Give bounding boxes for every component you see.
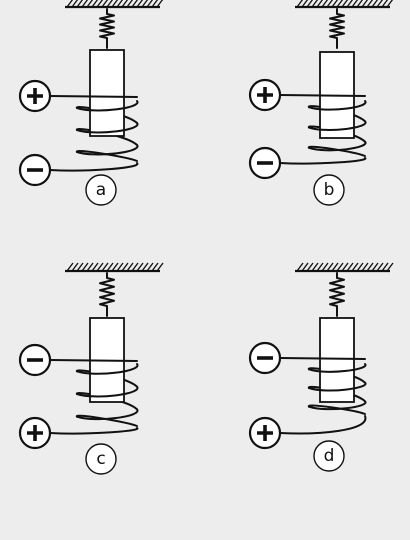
- panel-label-text: a: [96, 180, 106, 200]
- label-circle: [313, 174, 345, 206]
- top-lead-wire: [279, 357, 366, 360]
- label-circle: [313, 440, 345, 472]
- coil-turn-back: [75, 150, 138, 162]
- ceiling-hatch: [296, 262, 394, 272]
- plus-icon: [27, 88, 43, 104]
- label-circle: [85, 443, 117, 475]
- terminal-bottom: [248, 146, 282, 180]
- coil-turn-front: [308, 120, 367, 131]
- coil-turn-back: [75, 414, 138, 427]
- terminal-bottom: [248, 416, 282, 450]
- plus-icon: [257, 87, 273, 103]
- panel-b: b: [248, 0, 394, 206]
- coil-turn-front: [308, 381, 367, 392]
- ceiling-hatch: [66, 0, 164, 8]
- ceiling-hatch: [296, 0, 394, 8]
- coil-turn-front: [76, 363, 139, 375]
- panel-label-text: c: [96, 449, 105, 469]
- coil-turn-front: [76, 408, 139, 421]
- ceiling-hatch: [66, 262, 164, 272]
- terminal-top: [18, 343, 52, 377]
- plus-icon: [257, 425, 273, 441]
- bottom-lead-wire: [279, 157, 367, 165]
- coil-turn-front: [76, 144, 139, 156]
- top-lead-wire: [49, 95, 138, 98]
- terminal-bottom: [18, 153, 52, 187]
- top-lead-wire: [279, 94, 366, 97]
- panel-label: a: [85, 174, 117, 206]
- bottom-lead-wire: [49, 162, 139, 172]
- coil-turn-front: [76, 100, 139, 112]
- bottom-lead-wire: [279, 415, 367, 435]
- magnet-bar: [89, 49, 125, 137]
- terminal-top: [248, 78, 282, 112]
- coil-turn-front: [308, 363, 367, 373]
- panel-label: c: [85, 443, 117, 475]
- terminal-top: [18, 79, 52, 113]
- panel-label-text: d: [324, 446, 335, 466]
- panel-c: c: [18, 262, 164, 475]
- coil-turn-front: [308, 140, 367, 152]
- spring: [99, 272, 115, 317]
- coil-turn-front: [308, 400, 367, 411]
- panel-label: b: [313, 174, 345, 206]
- terminal-bottom: [18, 416, 52, 450]
- terminal-top: [248, 341, 282, 375]
- spring: [329, 8, 345, 49]
- label-circle: [85, 174, 117, 206]
- magnet-bar: [319, 317, 355, 403]
- coil-turn-front: [76, 385, 139, 398]
- panel-label-text: b: [324, 180, 335, 200]
- panel-d: d: [248, 262, 394, 472]
- plus-icon: [27, 425, 43, 441]
- spring: [329, 272, 345, 317]
- panel-a: a: [18, 0, 164, 206]
- bottom-lead-wire: [49, 427, 139, 435]
- coil-turn-front: [308, 100, 367, 111]
- top-lead-wire: [49, 359, 138, 362]
- panel-label: d: [313, 440, 345, 472]
- coil-turn-front: [76, 122, 139, 134]
- spring: [99, 8, 115, 49]
